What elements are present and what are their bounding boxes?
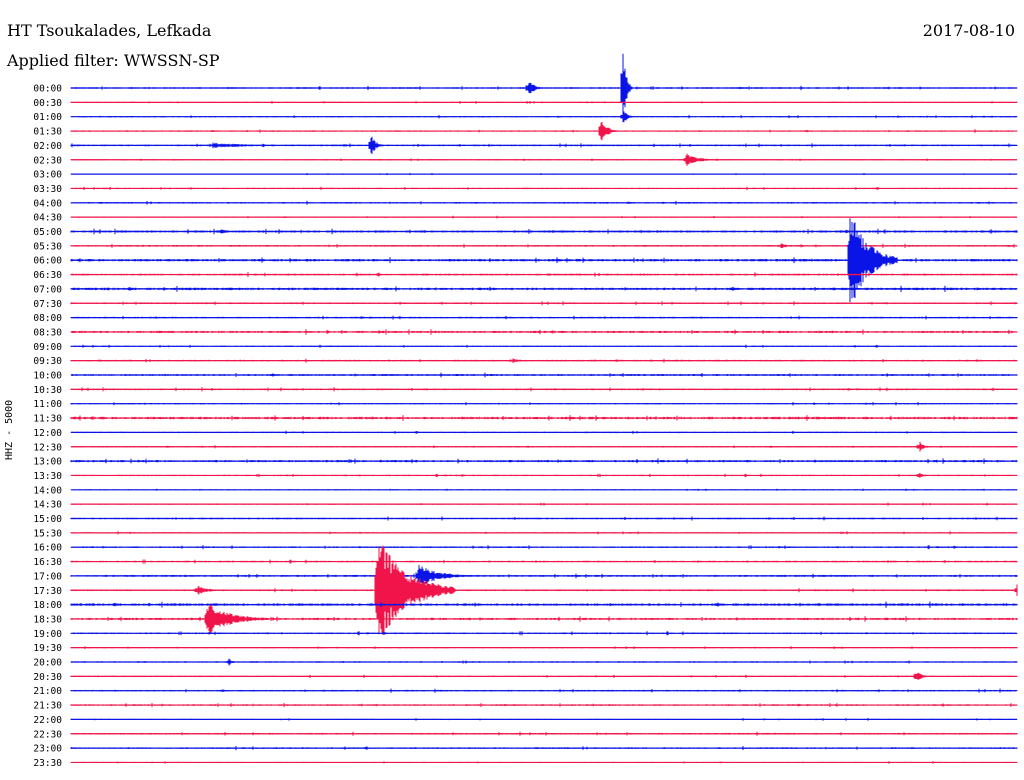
filter-label: Applied filter: WWSSN-SP — [7, 51, 220, 70]
row-time-label: 03:30 — [33, 184, 62, 195]
row-time-label: 20:30 — [33, 672, 62, 683]
row-time-label: 13:30 — [33, 471, 62, 482]
row-time-label: 07:30 — [33, 299, 62, 310]
row-time-label: 14:00 — [33, 485, 62, 496]
row-time-label: 09:30 — [33, 356, 62, 367]
row-time-label: 04:30 — [33, 213, 62, 224]
row-time-label: 03:00 — [33, 170, 62, 181]
row-time-label: 02:00 — [33, 141, 62, 152]
row-time-label: 18:00 — [33, 600, 62, 611]
row-time-label: 15:30 — [33, 528, 62, 539]
row-time-label: 14:30 — [33, 500, 62, 511]
row-time-label: 23:00 — [33, 744, 62, 755]
row-time-label: 19:00 — [33, 629, 62, 640]
row-time-label: 06:00 — [33, 256, 62, 267]
row-time-label: 15:00 — [33, 514, 62, 525]
row-time-label: 12:00 — [33, 428, 62, 439]
station-title: HT Tsoukalades, Lefkada — [7, 21, 212, 40]
row-time-label: 09:00 — [33, 342, 62, 353]
row-time-label: 10:00 — [33, 371, 62, 382]
row-time-label: 05:00 — [33, 227, 62, 238]
row-time-label: 21:30 — [33, 701, 62, 712]
row-time-label: 01:30 — [33, 127, 62, 138]
row-time-label: 12:30 — [33, 442, 62, 453]
row-time-label: 21:00 — [33, 686, 62, 697]
row-time-label: 07:00 — [33, 284, 62, 295]
row-time-label: 19:30 — [33, 643, 62, 654]
row-time-label: 11:00 — [33, 399, 62, 410]
row-time-label: 10:30 — [33, 385, 62, 396]
row-time-label: 17:00 — [33, 571, 62, 582]
row-time-label: 08:00 — [33, 313, 62, 324]
row-time-label: 22:30 — [33, 729, 62, 740]
row-time-label: 11:30 — [33, 414, 62, 425]
row-time-label: 18:30 — [33, 614, 62, 625]
row-time-label: 16:00 — [33, 543, 62, 554]
row-time-label: 13:00 — [33, 457, 62, 468]
row-time-label: 17:30 — [33, 586, 62, 597]
row-time-label: 16:30 — [33, 557, 62, 568]
row-time-label: 01:00 — [33, 112, 62, 123]
date-label: 2017-08-10 — [922, 21, 1015, 40]
row-time-label: 06:30 — [33, 270, 62, 281]
row-time-label: 08:30 — [33, 327, 62, 338]
row-time-label: 22:00 — [33, 715, 62, 726]
row-time-label: 23:30 — [33, 758, 62, 769]
row-time-label: 04:00 — [33, 198, 62, 209]
row-time-label: 02:30 — [33, 155, 62, 166]
row-time-label: 00:00 — [33, 84, 62, 95]
row-time-label: 05:30 — [33, 241, 62, 252]
row-time-label: 20:00 — [33, 658, 62, 669]
row-time-label: 00:30 — [33, 98, 62, 109]
